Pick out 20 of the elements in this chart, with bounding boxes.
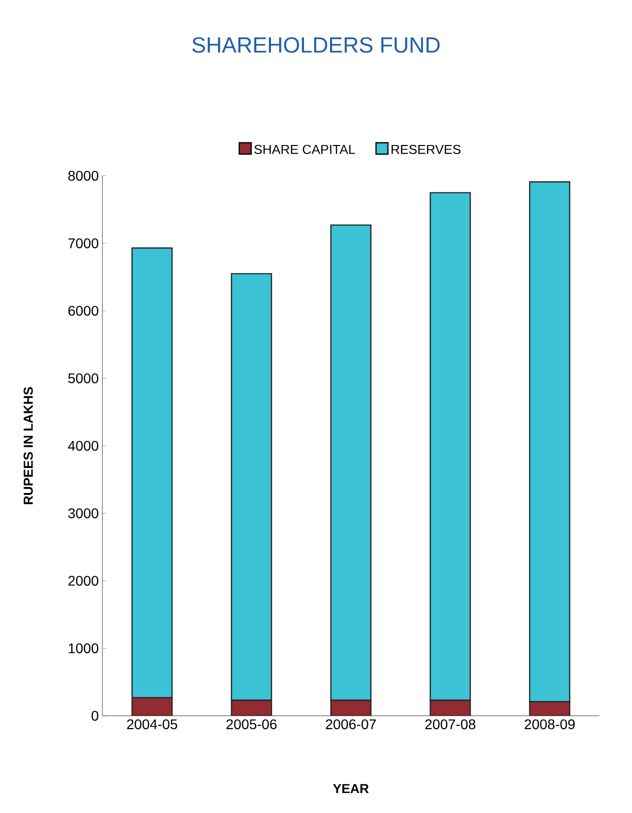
legend-label: RESERVES [392,144,461,154]
bar [131,696,173,716]
x-axis-title: YEAR [333,784,369,794]
y-tick-label: 0 [92,710,98,721]
y-tick-label: 7000 [68,238,98,248]
x-tick-label: 2007-08 [425,719,476,730]
x-tick-label: 2004-05 [127,719,178,730]
chart-title: SHAREHOLDERS FUND [192,37,440,53]
x-tick-label: 2006-07 [326,719,376,730]
legend-label: SHARE CAPITAL [254,144,355,154]
y-axis-title: RUPEES IN LAKHS [24,387,33,504]
y-tick-label: 6000 [68,306,98,316]
y-tick-label: 4000 [68,440,98,451]
y-tick-label: 1000 [68,643,98,654]
y-tick-label: 3000 [68,508,98,518]
y-tick-label: 5000 [68,373,98,384]
y-tick-label: 2000 [68,576,98,586]
x-tick-label: 2008-09 [524,719,575,730]
x-tick-label: 2005-06 [226,719,277,730]
y-tick-label: 8000 [68,170,98,181]
